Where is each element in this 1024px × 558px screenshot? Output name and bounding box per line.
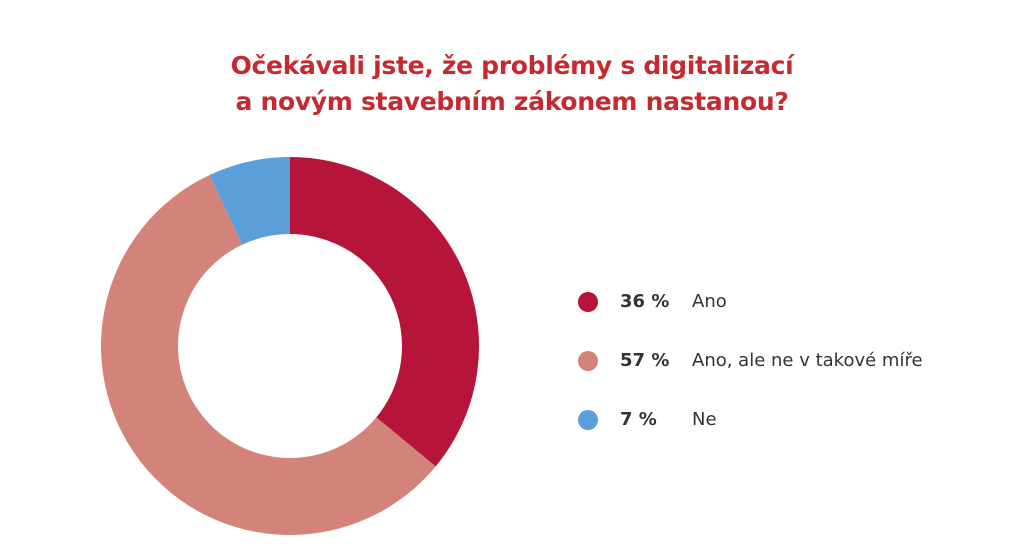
title-line-2: a novým stavebním zákonem nastanou? (235, 87, 789, 116)
legend-label: Ano, ale ne v takové míře (692, 350, 923, 371)
donut-slice-0 (290, 157, 480, 467)
legend-swatch (578, 291, 598, 312)
legend-item-ne: 7 % Ne (578, 390, 923, 449)
legend: 36 % Ano 57 % Ano, ale ne v takové míře … (578, 272, 923, 449)
legend-label: Ano (692, 291, 727, 312)
donut-slice-2 (209, 157, 290, 245)
title-line-1: Očekávali jste, že problémy s digitaliza… (230, 51, 794, 80)
legend-percent: 36 % (620, 291, 670, 312)
chart-title: Očekávali jste, že problémy s digitaliza… (0, 48, 1024, 120)
legend-percent: 7 % (620, 409, 657, 430)
legend-item-ano: 36 % Ano (578, 272, 923, 331)
legend-swatch (578, 350, 598, 371)
legend-item-ano-ale: 57 % Ano, ale ne v takové míře (578, 331, 923, 390)
legend-label: Ne (692, 409, 717, 430)
legend-percent: 57 % (620, 350, 670, 371)
legend-swatch (578, 409, 598, 430)
donut-slice-1 (100, 174, 436, 536)
